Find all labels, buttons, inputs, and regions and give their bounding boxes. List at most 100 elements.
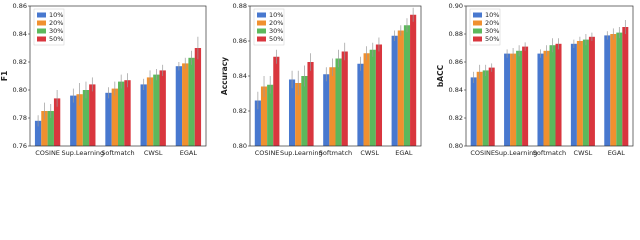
bar: [41, 111, 48, 146]
legend-label: 50%: [49, 35, 63, 43]
y-tick-label: 0.84: [233, 72, 247, 80]
y-tick-label: 0.84: [13, 30, 27, 38]
bar: [273, 56, 280, 146]
bar: [604, 35, 611, 146]
bar: [194, 48, 202, 146]
legend-label: 20%: [269, 19, 283, 27]
bar: [47, 111, 54, 146]
bar: [105, 92, 112, 146]
bar: [140, 84, 147, 146]
bar: [146, 77, 154, 146]
x-tick-label: COSINE: [35, 149, 60, 157]
bar: [622, 27, 629, 146]
legend-label: 10%: [269, 11, 283, 19]
bar: [375, 44, 383, 146]
bar: [34, 120, 42, 146]
bar: [53, 98, 61, 146]
legend-swatch: [37, 28, 46, 34]
bar: [182, 63, 189, 146]
bar: [576, 41, 583, 146]
bar: [76, 94, 83, 146]
legend-swatch: [257, 20, 266, 26]
bar: [510, 53, 517, 146]
legend-swatch: [37, 36, 46, 42]
x-tick-label: Softmatch: [101, 149, 134, 157]
x-tick-label: EGAL: [608, 149, 626, 157]
x-tick-label: COSINE: [470, 149, 495, 157]
legend-swatch: [37, 12, 46, 18]
y-axis-label: F1: [0, 71, 9, 81]
bar: [295, 83, 302, 146]
y-tick-label: 0.82: [449, 114, 463, 122]
bar: [153, 74, 160, 146]
plot-frame: [465, 5, 634, 147]
bar: [610, 34, 617, 146]
y-tick-label: 0.80: [13, 86, 27, 94]
legend-swatch: [257, 28, 266, 34]
bar: [341, 51, 348, 146]
plot-frame: [29, 5, 207, 147]
legend-label: 50%: [485, 35, 499, 43]
legend-label: 30%: [49, 27, 63, 35]
bar: [582, 39, 589, 146]
legend-swatch: [37, 20, 46, 26]
bar: [476, 71, 483, 146]
legend-label: 30%: [269, 27, 283, 35]
bar: [89, 84, 96, 146]
legend-label: 50%: [269, 35, 283, 43]
x-tick-label: Softmatch: [533, 149, 566, 157]
bar: [549, 45, 556, 147]
x-tick-label: CWSL: [360, 149, 379, 157]
legend-swatch: [257, 36, 266, 42]
y-tick-label: 0.80: [449, 142, 463, 150]
y-axis-label: bACC: [436, 64, 445, 87]
bar: [188, 57, 195, 146]
x-tick-label: COSINE: [255, 149, 280, 157]
bar: [70, 95, 77, 146]
bar: [357, 63, 364, 146]
x-tick-label: Sup.Learning: [280, 149, 323, 157]
bar: [537, 53, 544, 146]
bar: [570, 43, 577, 146]
legend-swatch: [257, 12, 266, 18]
bar: [307, 62, 314, 146]
bar: [616, 32, 623, 146]
bar: [543, 50, 550, 146]
x-tick-label: Sup.Learning: [495, 149, 538, 157]
bar: [522, 46, 529, 146]
bar: [397, 30, 404, 146]
bar: [254, 100, 261, 146]
x-tick-label: CWSL: [144, 149, 163, 157]
bar: [175, 66, 183, 146]
bar: [482, 70, 489, 146]
bar: [363, 53, 370, 146]
bar: [288, 79, 296, 146]
bar: [118, 81, 125, 146]
bar: [267, 84, 274, 146]
bar: [516, 50, 523, 146]
legend-label: 20%: [485, 19, 499, 27]
legend-label: 20%: [49, 19, 63, 27]
x-tick-label: EGAL: [395, 149, 413, 157]
bar: [323, 74, 330, 146]
bar: [403, 25, 411, 146]
y-tick-label: 0.88: [233, 2, 247, 10]
y-tick-label: 0.80: [233, 142, 247, 150]
legend-swatch: [473, 20, 482, 26]
y-tick-label: 0.86: [13, 2, 27, 10]
bar: [159, 70, 166, 146]
x-tick-label: Sup.Learning: [61, 149, 104, 157]
y-tick-label: 0.88: [449, 30, 463, 38]
bar: [555, 43, 562, 146]
y-tick-label: 0.86: [449, 58, 463, 66]
bar: [329, 67, 336, 146]
bar: [260, 86, 268, 146]
y-tick-label: 0.76: [13, 142, 27, 150]
x-tick-label: CWSL: [574, 149, 593, 157]
legend-swatch: [473, 12, 482, 18]
legend-swatch: [473, 36, 482, 42]
y-tick-label: 0.82: [13, 58, 27, 66]
bar: [111, 88, 118, 146]
x-tick-label: Softmatch: [319, 149, 352, 157]
